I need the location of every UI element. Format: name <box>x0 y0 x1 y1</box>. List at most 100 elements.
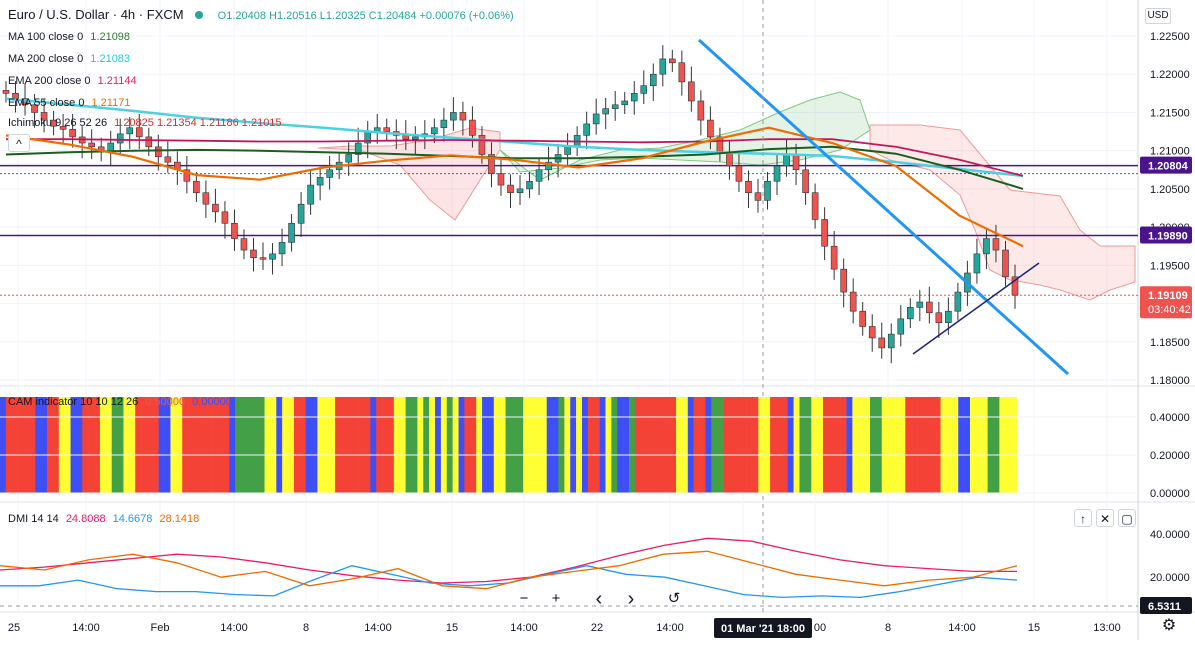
move-pane-up-button[interactable]: ↑ <box>1074 509 1092 527</box>
cam-legend[interactable]: CAM indicator 10 10 12 26 0.50000 0.0000… <box>8 395 232 409</box>
cam-bar <box>176 397 183 493</box>
cam-tick-label: 0.00000 <box>1150 488 1190 500</box>
candle-body <box>88 142 95 148</box>
cam-bar <box>523 397 530 493</box>
time-tick-label: 14:00 <box>948 622 976 634</box>
candle-body <box>783 154 790 167</box>
candle-body <box>830 245 838 270</box>
legend-ichimoku[interactable]: Ichimoku 9 26 52 26 1.20825 1.21354 1.21… <box>8 116 282 130</box>
currency-badge[interactable]: USD <box>1145 8 1171 24</box>
collapse-legend-button[interactable]: ^ <box>8 134 30 152</box>
candle-body <box>630 93 638 102</box>
legend-value: 1.21171 <box>91 97 131 109</box>
candle-body <box>764 180 771 201</box>
candle-body <box>40 112 48 121</box>
maximize-pane-button[interactable]: ▢ <box>1118 509 1136 527</box>
dmi-di-plus-line <box>0 550 1018 590</box>
cam-bar <box>546 397 553 493</box>
price-tick-label: 1.22000 <box>1150 69 1190 81</box>
candle-body <box>59 125 67 130</box>
legend-ma200[interactable]: MA 200 close 0 1.21083 <box>8 52 130 66</box>
zoom-in-button[interactable]: + <box>551 590 561 607</box>
dmi-label: DMI 14 14 <box>8 513 59 525</box>
legend-label: MA 100 close 0 <box>8 31 84 43</box>
candle-body <box>526 180 533 190</box>
cam-bar <box>5 397 13 493</box>
candle-body <box>802 169 809 194</box>
cam-bar <box>282 397 289 493</box>
ascending-trendline <box>912 262 1040 355</box>
settings-gear-icon[interactable]: ⚙ <box>1161 617 1177 634</box>
cam-bar <box>858 397 865 493</box>
last-price-tag-bg <box>1140 286 1192 319</box>
dmi-tick-label: 40.0000 <box>1150 529 1190 541</box>
price-tick-label: 1.18500 <box>1150 337 1190 349</box>
time-tick-label: 00 <box>814 622 826 634</box>
legend-ema200[interactable]: EMA 200 close 0 1.21144 <box>8 74 137 88</box>
cam-value-2: 0.00000 <box>192 396 232 408</box>
candle-body <box>516 188 524 194</box>
cam-bar <box>717 397 724 493</box>
legend-ema55[interactable]: EMA 55 close 0 1.21171 <box>8 96 130 110</box>
candle-body <box>431 127 438 135</box>
cam-bar <box>787 397 794 493</box>
dmi-adx-line <box>0 537 1017 584</box>
cam-bar <box>693 397 700 493</box>
scroll-right-button[interactable]: › <box>627 588 635 610</box>
cam-bar <box>235 397 242 493</box>
candle-body <box>2 89 10 94</box>
cam-bar <box>664 397 671 493</box>
time-tick-label: 14:00 <box>72 622 100 634</box>
cam-bar <box>52 397 60 493</box>
symbol-title[interactable]: Euro / U.S. Dollar · 4h · FXCM <box>8 7 184 22</box>
cam-bar <box>370 397 377 493</box>
cam-bar <box>17 397 24 493</box>
legend-value: 1.21083 <box>90 53 131 65</box>
dmi-tick-label: 20.0000 <box>1150 572 1190 584</box>
candle-body <box>992 238 1000 251</box>
cam-bar <box>687 397 694 493</box>
cam-bar <box>270 397 277 493</box>
candle-body <box>269 253 276 260</box>
cam-bar <box>934 397 941 493</box>
candle-body <box>649 73 657 86</box>
cam-bar <box>893 397 900 493</box>
time-tick-label: Feb <box>151 622 170 634</box>
descending-trendline <box>697 38 1070 376</box>
cam-bar <box>987 397 994 493</box>
cam-bar <box>329 397 336 493</box>
candle-body <box>459 112 467 121</box>
cam-bar <box>288 397 295 493</box>
candle-body <box>592 113 600 125</box>
cam-bar <box>493 397 500 493</box>
cam-bar <box>376 397 383 493</box>
cam-bar <box>834 397 841 493</box>
cam-bar <box>135 397 142 493</box>
scroll-left-button[interactable]: ‹ <box>595 588 603 610</box>
ema55-line <box>5 126 1024 248</box>
chart-header: Euro / U.S. Dollar · 4h · FXCM O1.20408 … <box>8 8 514 23</box>
cam-bar <box>458 397 465 493</box>
cam-tick-label: 0.40000 <box>1150 412 1190 424</box>
close-pane-button[interactable]: ✕ <box>1096 509 1114 527</box>
cam-bar <box>58 397 65 493</box>
legend-ma100[interactable]: MA 100 close 0 1.21098 <box>8 30 130 44</box>
zoom-out-button[interactable]: − <box>519 590 529 607</box>
reset-chart-button[interactable]: ↺ <box>667 590 681 607</box>
candle-body <box>811 192 819 220</box>
legend-label: EMA 55 close 0 <box>8 97 85 109</box>
cam-bar <box>705 397 712 493</box>
candle-body <box>297 203 305 224</box>
cam-bar <box>299 397 306 493</box>
dmi-legend[interactable]: DMI 14 14 24.8088 14.6678 28.1418 <box>8 512 199 526</box>
candle-body <box>31 104 38 113</box>
cam-bar <box>981 397 988 493</box>
price-tick-label: 1.21500 <box>1150 107 1190 119</box>
price-tick-label: 1.21000 <box>1150 146 1190 158</box>
candle-body <box>859 310 866 327</box>
cam-bar <box>88 397 95 493</box>
cam-bar <box>917 397 924 493</box>
cam-bar <box>199 397 207 493</box>
cam-bar <box>581 397 589 493</box>
